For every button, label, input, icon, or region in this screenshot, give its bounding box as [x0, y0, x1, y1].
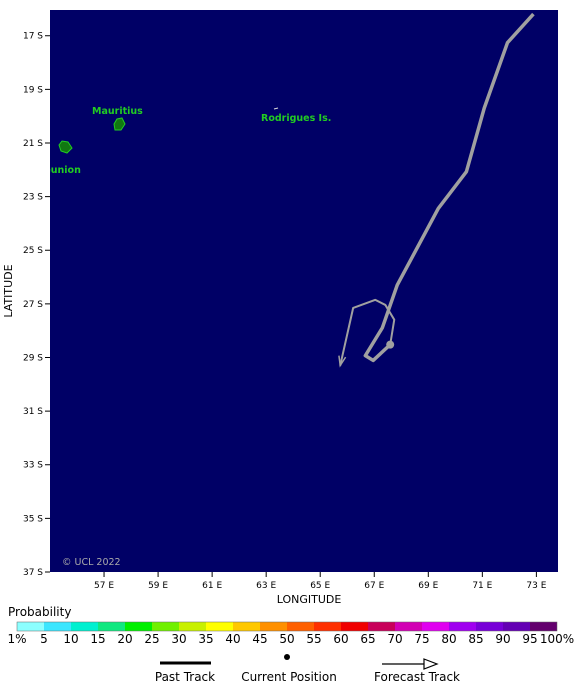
track-key: Past Track Current Position Forecast Tra…	[155, 654, 460, 684]
land: Mauritius Rodrigues Is. Reunion	[37, 106, 331, 176]
colorbar-swatch	[287, 622, 314, 631]
x-tick-label: 69 E	[418, 581, 438, 591]
colorbar-swatch	[233, 622, 260, 631]
colorbar-swatch	[503, 622, 530, 631]
colorbar-swatch	[368, 622, 395, 631]
colorbar-swatch	[260, 622, 287, 631]
current-position-key	[284, 654, 290, 660]
x-axis-label: LONGITUDE	[277, 593, 342, 606]
colorbar-swatch	[314, 622, 341, 631]
colorbar-label: 40	[225, 632, 240, 646]
y-tick-label: 35 S	[23, 514, 43, 524]
colorbar-swatch	[179, 622, 206, 631]
colorbar-swatch	[341, 622, 368, 631]
reunion-island	[58, 140, 73, 154]
y-axis-label: LATITUDE	[2, 264, 15, 317]
colorbar-label: 30	[171, 632, 186, 646]
colorbar-label: 1%	[7, 632, 26, 646]
colorbar-label: 10	[63, 632, 78, 646]
current-position	[386, 340, 395, 349]
colorbar-label: 85	[468, 632, 483, 646]
colorbar-swatch	[476, 622, 503, 631]
key-label: Past Track	[155, 670, 215, 684]
colorbar-label: 90	[495, 632, 510, 646]
y-tick-label: 17 S	[23, 32, 43, 42]
colorbar-label: 70	[387, 632, 402, 646]
colorbar-swatch	[422, 622, 449, 631]
x-tick-label: 57 E	[94, 581, 114, 591]
colorbar-label: 100%	[540, 632, 574, 646]
colorbar-swatch	[530, 622, 557, 631]
y-tick-label: 31 S	[23, 407, 43, 417]
tracks	[338, 12, 535, 368]
key-label: Current Position	[241, 670, 337, 684]
x-tick-label: 61 E	[202, 581, 222, 591]
ocean	[50, 10, 558, 572]
colorbar-label: 60	[333, 632, 348, 646]
place-label: Mauritius	[92, 106, 143, 117]
colorbar-frame	[16, 621, 558, 632]
x-tick-label: 59 E	[148, 581, 168, 591]
y-tick-label: 29 S	[23, 353, 43, 363]
x-tick-label: 67 E	[364, 581, 384, 591]
colorbar-swatch	[206, 622, 233, 631]
y-tick-label: 33 S	[23, 461, 43, 471]
colorbar-label: 80	[441, 632, 456, 646]
y-tick-label: 23 S	[23, 193, 43, 203]
y-tick-label: 19 S	[23, 85, 43, 95]
x-tick-label: 65 E	[310, 581, 330, 591]
colorbar-swatch	[71, 622, 98, 631]
colorbar-swatch	[449, 622, 476, 631]
colorbar-label: 5	[40, 632, 48, 646]
legend-title: Probability	[8, 605, 71, 619]
forecast-track	[339, 298, 396, 366]
forecast-arrow-key	[423, 658, 439, 670]
colorbar-label: 20	[117, 632, 132, 646]
place-label: Rodrigues Is.	[261, 113, 331, 124]
y-tick-label: 25 S	[23, 246, 43, 256]
colorbar-label: 55	[306, 632, 321, 646]
colorbar-swatch	[152, 622, 179, 631]
colorbar-swatch	[44, 622, 71, 631]
x-tick-label: 63 E	[256, 581, 276, 591]
colorbar-label: 15	[90, 632, 105, 646]
colorbar-swatch	[17, 622, 44, 631]
colorbar-label: 45	[252, 632, 267, 646]
colorbar-label: 95	[522, 632, 537, 646]
place-label: Reunion	[37, 165, 81, 176]
y-tick-label: 37 S	[23, 568, 43, 578]
colorbar-label: 65	[360, 632, 375, 646]
y-tick-label: 21 S	[23, 139, 43, 149]
colorbar-swatch	[98, 622, 125, 631]
colorbar-label: 35	[198, 632, 213, 646]
colorbar-label: 25	[144, 632, 159, 646]
colorbar-swatch	[395, 622, 422, 631]
x-tick-label: 73 E	[526, 581, 546, 591]
credit: © UCL 2022	[62, 557, 121, 568]
colorbar-label: 50	[279, 632, 294, 646]
colorbar-label: 75	[414, 632, 429, 646]
y-tick-label: 27 S	[23, 300, 43, 310]
forecast-arrowhead	[338, 355, 347, 368]
mauritius-island	[113, 117, 126, 131]
x-tick-label: 71 E	[472, 581, 492, 591]
rodrigues-island	[273, 107, 279, 110]
key-label: Forecast Track	[374, 670, 460, 684]
past-track	[363, 12, 535, 363]
colorbar-swatch	[125, 622, 152, 631]
